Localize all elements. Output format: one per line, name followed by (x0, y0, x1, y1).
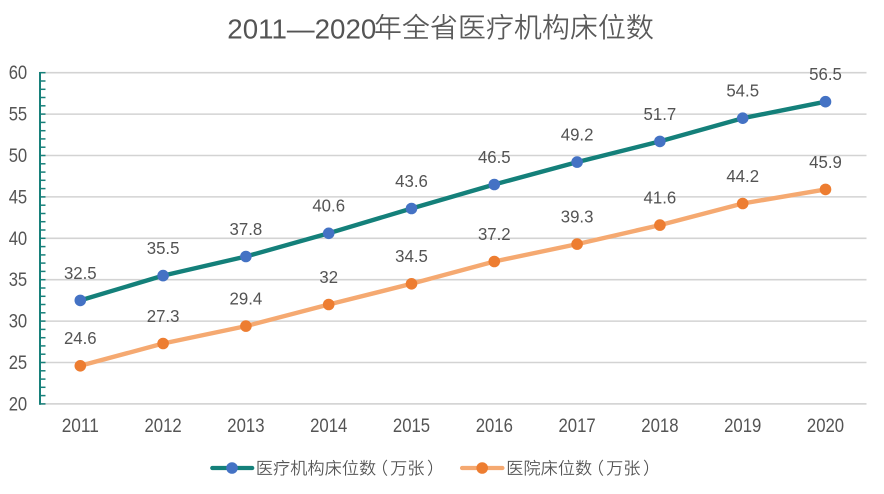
svg-text:2011—2020: 2011—2020 (227, 13, 376, 44)
svg-text:27.3: 27.3 (147, 306, 180, 326)
svg-text:41.6: 41.6 (644, 188, 677, 208)
svg-text:2012: 2012 (145, 416, 182, 437)
svg-text:46.5: 46.5 (478, 147, 511, 167)
svg-text:2013: 2013 (227, 416, 264, 437)
svg-text:32: 32 (319, 267, 338, 287)
svg-text:60: 60 (9, 63, 28, 84)
svg-text:44.2: 44.2 (726, 166, 759, 186)
svg-text:54.5: 54.5 (726, 81, 759, 101)
svg-text:2020: 2020 (807, 416, 844, 437)
svg-text:2011: 2011 (62, 416, 99, 437)
svg-text:2016: 2016 (476, 416, 513, 437)
svg-text:2019: 2019 (724, 416, 761, 437)
svg-text:2015: 2015 (393, 416, 430, 437)
svg-text:50: 50 (9, 146, 28, 167)
svg-text:20: 20 (9, 394, 28, 415)
svg-text:30: 30 (9, 312, 28, 333)
svg-text:56.5: 56.5 (809, 64, 842, 84)
svg-text:29.4: 29.4 (230, 289, 263, 309)
svg-text:51.7: 51.7 (644, 104, 677, 124)
svg-text:34.5: 34.5 (395, 246, 428, 266)
svg-text:2014: 2014 (310, 416, 348, 437)
svg-text:39.3: 39.3 (561, 207, 594, 227)
svg-text:35.5: 35.5 (147, 238, 180, 258)
svg-text:40: 40 (9, 229, 28, 250)
svg-text:55: 55 (9, 105, 28, 126)
svg-text:49.2: 49.2 (561, 125, 594, 145)
svg-text:45: 45 (9, 187, 28, 208)
svg-text:37.8: 37.8 (230, 219, 263, 239)
svg-text:24.6: 24.6 (64, 328, 97, 348)
svg-text:45.9: 45.9 (809, 152, 842, 172)
svg-text:25: 25 (9, 353, 28, 374)
svg-text:2018: 2018 (641, 416, 678, 437)
svg-text:37.2: 37.2 (478, 224, 511, 244)
svg-text:2017: 2017 (559, 416, 596, 437)
svg-text:43.6: 43.6 (395, 171, 428, 191)
svg-text:35: 35 (9, 270, 28, 291)
svg-text:40.6: 40.6 (312, 196, 345, 216)
svg-text:32.5: 32.5 (64, 263, 97, 283)
